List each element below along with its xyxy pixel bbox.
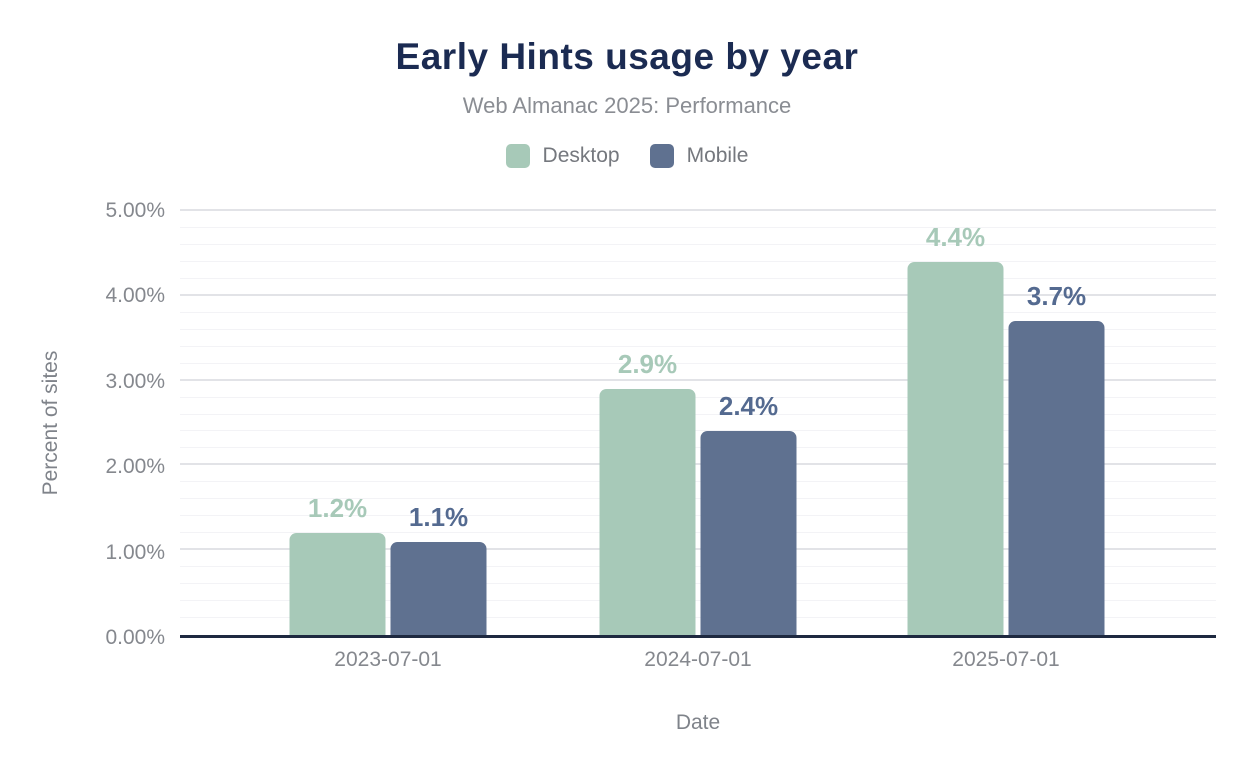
gridline-major <box>180 378 1216 381</box>
legend-item-desktop[interactable]: Desktop <box>505 144 620 168</box>
y-tick-label: 2.00% <box>105 455 165 479</box>
bar-fill <box>599 389 696 635</box>
gridline-minor <box>180 617 1216 619</box>
gridline-minor <box>180 515 1216 517</box>
gridline-minor <box>180 532 1216 534</box>
bar-value-label: 3.7% <box>1026 281 1087 312</box>
gridline-minor <box>180 243 1216 245</box>
gridline-minor <box>180 328 1216 330</box>
x-tick-label: 2023-07-01 <box>334 648 442 671</box>
y-tick-label: 1.00% <box>105 540 165 564</box>
bar-fill <box>700 431 797 635</box>
plot-area: 1.2% 1.1% 2.9% 2.4% 4.4% 3.7% <box>180 209 1216 638</box>
gridline-major <box>180 209 1216 211</box>
gridline-minor <box>180 345 1216 347</box>
legend-swatch-icon <box>505 144 530 168</box>
x-tick-label: 2024-07-01 <box>644 648 752 671</box>
gridline-major <box>180 463 1216 466</box>
legend-label: Mobile <box>686 144 749 167</box>
bar-fill <box>390 541 487 635</box>
y-tick-label: 3.00% <box>105 369 165 393</box>
legend-item-mobile[interactable]: Mobile <box>649 144 749 168</box>
gridline-minor <box>180 447 1216 449</box>
x-tick-label: 2025-07-01 <box>952 648 1060 671</box>
bar-fill <box>907 261 1004 635</box>
x-axis-tick-labels: 2023-07-01 2024-07-01 2025-07-01 <box>180 648 1216 678</box>
bar-value-label: 1.2% <box>307 493 368 524</box>
x-axis-title: Date <box>675 711 721 734</box>
legend-label: Desktop <box>542 144 620 167</box>
gridline-minor <box>180 413 1216 415</box>
gridline-minor <box>180 396 1216 398</box>
gridline-minor <box>180 498 1216 500</box>
gridline-minor <box>180 260 1216 262</box>
chart-title: Early Hints usage by year <box>395 36 859 77</box>
gridline-major <box>180 293 1216 296</box>
gridline-minor <box>180 311 1216 313</box>
chart-subtitle: Web Almanac 2025: Performance <box>462 93 792 118</box>
bar-desktop-2024-07-01[interactable]: 2.9% <box>599 349 696 635</box>
gridline-minor <box>180 362 1216 364</box>
bar-fill <box>1008 321 1105 635</box>
y-tick-label: 5.00% <box>105 199 165 222</box>
bar-mobile-2024-07-01[interactable]: 2.4% <box>700 391 797 635</box>
bar-value-label: 2.9% <box>617 349 678 380</box>
bar-value-label: 4.4% <box>925 221 986 252</box>
bar-mobile-2025-07-01[interactable]: 3.7% <box>1008 281 1105 635</box>
legend-swatch-icon <box>649 144 674 168</box>
gridline-minor <box>180 277 1216 279</box>
bar-desktop-2023-07-01[interactable]: 1.2% <box>289 493 386 635</box>
gridline-minor <box>180 430 1216 432</box>
y-tick-label: 4.00% <box>105 284 165 308</box>
bar-mobile-2023-07-01[interactable]: 1.1% <box>390 502 487 635</box>
gridline-major <box>180 548 1216 551</box>
bar-value-label: 1.1% <box>408 501 469 532</box>
gridline-minor <box>180 600 1216 602</box>
gridline-minor <box>180 566 1216 568</box>
gridline-minor <box>180 226 1216 228</box>
gridline-minor <box>180 583 1216 585</box>
bar-group-2024-07-01: 2.9% 2.4% <box>599 211 797 635</box>
y-axis-tick-labels: 5.00% 4.00% 3.00% 2.00% 1.00% 0.00% <box>0 199 165 649</box>
bar-value-label: 2.4% <box>718 391 779 422</box>
y-tick-label: 0.00% <box>105 626 165 649</box>
bar-group-2025-07-01: 4.4% 3.7% <box>907 211 1105 635</box>
bar-fill <box>289 533 386 635</box>
bar-desktop-2025-07-01[interactable]: 4.4% <box>907 222 1004 635</box>
bar-group-2023-07-01: 1.2% 1.1% <box>289 211 487 635</box>
legend: Desktop Mobile <box>0 144 1254 168</box>
gridline-minor <box>180 481 1216 483</box>
